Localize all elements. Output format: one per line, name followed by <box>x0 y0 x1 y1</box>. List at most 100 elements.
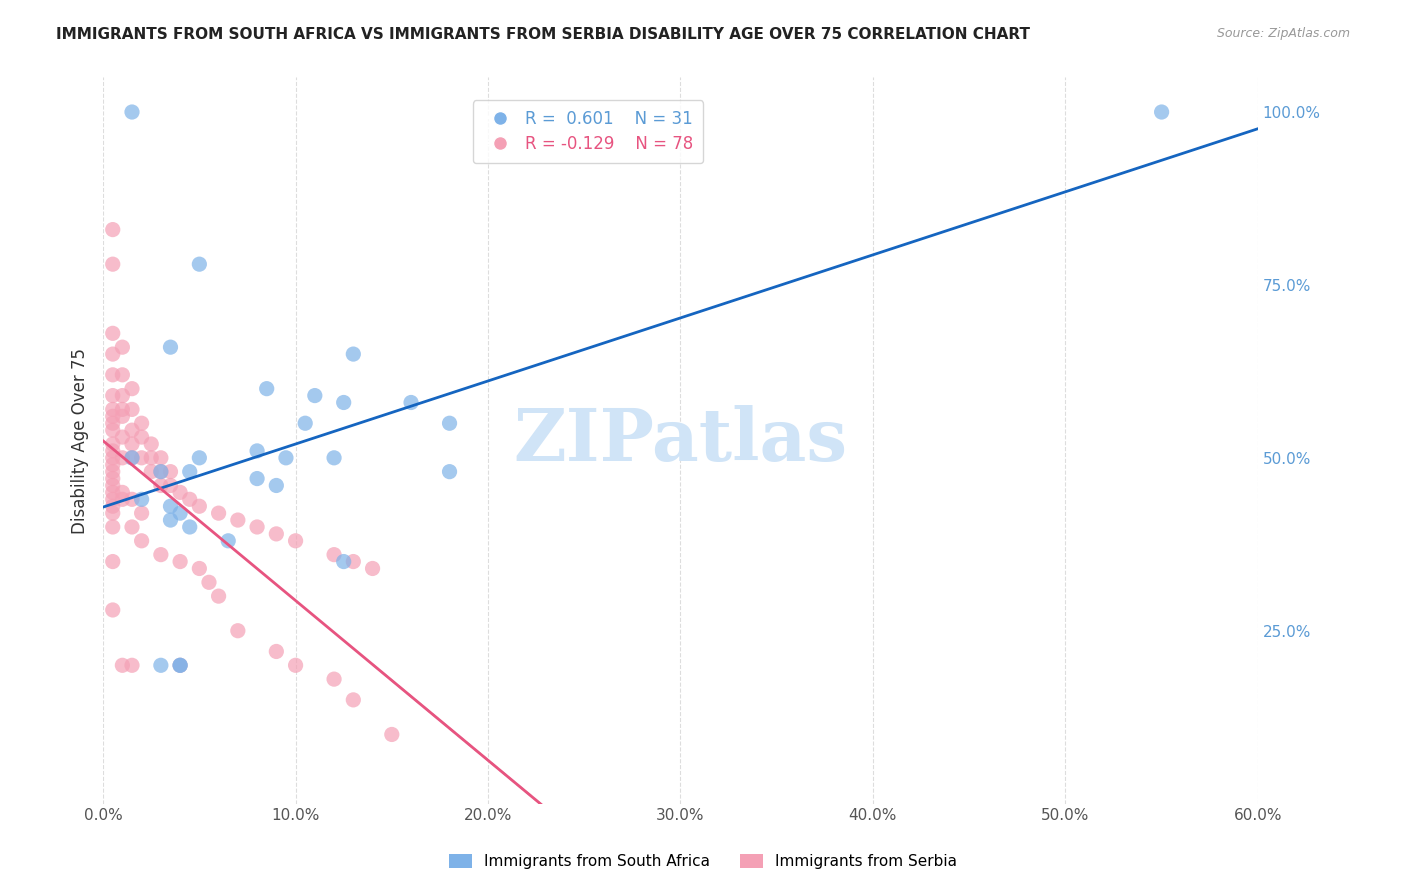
Point <box>121 423 143 437</box>
Point <box>101 603 124 617</box>
Point <box>121 492 143 507</box>
Point <box>111 388 134 402</box>
Point <box>274 450 297 465</box>
Point <box>101 437 124 451</box>
Point <box>169 658 191 673</box>
Point <box>111 430 134 444</box>
Point <box>111 409 134 424</box>
Point <box>246 443 269 458</box>
Point <box>111 492 134 507</box>
Point <box>149 658 172 673</box>
Point <box>439 416 461 430</box>
Point <box>169 506 191 520</box>
Point <box>101 485 124 500</box>
Point <box>207 589 229 603</box>
Point <box>342 555 364 569</box>
Point <box>323 450 346 465</box>
Point <box>111 450 134 465</box>
Point <box>111 368 134 382</box>
Point <box>111 485 134 500</box>
Point <box>101 388 124 402</box>
Point <box>101 458 124 472</box>
Point <box>131 416 153 430</box>
Point <box>101 402 124 417</box>
Point <box>226 513 249 527</box>
Point <box>141 465 163 479</box>
Point <box>381 727 404 741</box>
Point <box>101 465 124 479</box>
Point <box>266 478 288 492</box>
Point <box>198 575 221 590</box>
Point <box>121 658 143 673</box>
Point <box>169 658 191 673</box>
Point <box>323 548 346 562</box>
Point <box>323 672 346 686</box>
Point <box>179 465 201 479</box>
Point <box>141 437 163 451</box>
Point <box>159 500 181 514</box>
Point <box>121 402 143 417</box>
Point <box>101 423 124 437</box>
Point <box>256 382 278 396</box>
Legend: R =  0.601    N = 31, R = -0.129    N = 78: R = 0.601 N = 31, R = -0.129 N = 78 <box>474 100 703 163</box>
Y-axis label: Disability Age Over 75: Disability Age Over 75 <box>72 348 89 533</box>
Point <box>101 492 124 507</box>
Point <box>101 443 124 458</box>
Point <box>1150 105 1173 120</box>
Point <box>332 395 354 409</box>
Point <box>342 693 364 707</box>
Point <box>121 520 143 534</box>
Point <box>121 437 143 451</box>
Point <box>101 409 124 424</box>
Point <box>332 555 354 569</box>
Point <box>439 465 461 479</box>
Point <box>101 416 124 430</box>
Point <box>131 533 153 548</box>
Text: Source: ZipAtlas.com: Source: ZipAtlas.com <box>1216 27 1350 40</box>
Point <box>179 520 201 534</box>
Point <box>226 624 249 638</box>
Point <box>188 450 211 465</box>
Point <box>149 465 172 479</box>
Point <box>121 105 143 120</box>
Point <box>101 222 124 236</box>
Point <box>188 500 211 514</box>
Point <box>101 520 124 534</box>
Point <box>169 658 191 673</box>
Point <box>169 555 191 569</box>
Point <box>159 340 181 354</box>
Point <box>304 388 326 402</box>
Point <box>131 492 153 507</box>
Point <box>121 382 143 396</box>
Text: IMMIGRANTS FROM SOUTH AFRICA VS IMMIGRANTS FROM SERBIA DISABILITY AGE OVER 75 CO: IMMIGRANTS FROM SOUTH AFRICA VS IMMIGRAN… <box>56 27 1031 42</box>
Point <box>149 548 172 562</box>
Point <box>101 506 124 520</box>
Point <box>217 533 239 548</box>
Point <box>121 450 143 465</box>
Point <box>101 257 124 271</box>
Point <box>131 506 153 520</box>
Point <box>246 520 269 534</box>
Point <box>141 450 163 465</box>
Point <box>188 257 211 271</box>
Point <box>111 658 134 673</box>
Point <box>111 340 134 354</box>
Point <box>101 555 124 569</box>
Point <box>149 465 172 479</box>
Point <box>101 472 124 486</box>
Point <box>284 658 307 673</box>
Point <box>149 478 172 492</box>
Point <box>342 347 364 361</box>
Point <box>159 465 181 479</box>
Point <box>207 506 229 520</box>
Point <box>179 492 201 507</box>
Point <box>131 450 153 465</box>
Point <box>101 368 124 382</box>
Point <box>101 326 124 341</box>
Text: ZIPatlas: ZIPatlas <box>513 405 848 476</box>
Point <box>159 513 181 527</box>
Legend: Immigrants from South Africa, Immigrants from Serbia: Immigrants from South Africa, Immigrants… <box>443 848 963 875</box>
Point <box>284 533 307 548</box>
Point <box>131 430 153 444</box>
Point <box>294 416 316 430</box>
